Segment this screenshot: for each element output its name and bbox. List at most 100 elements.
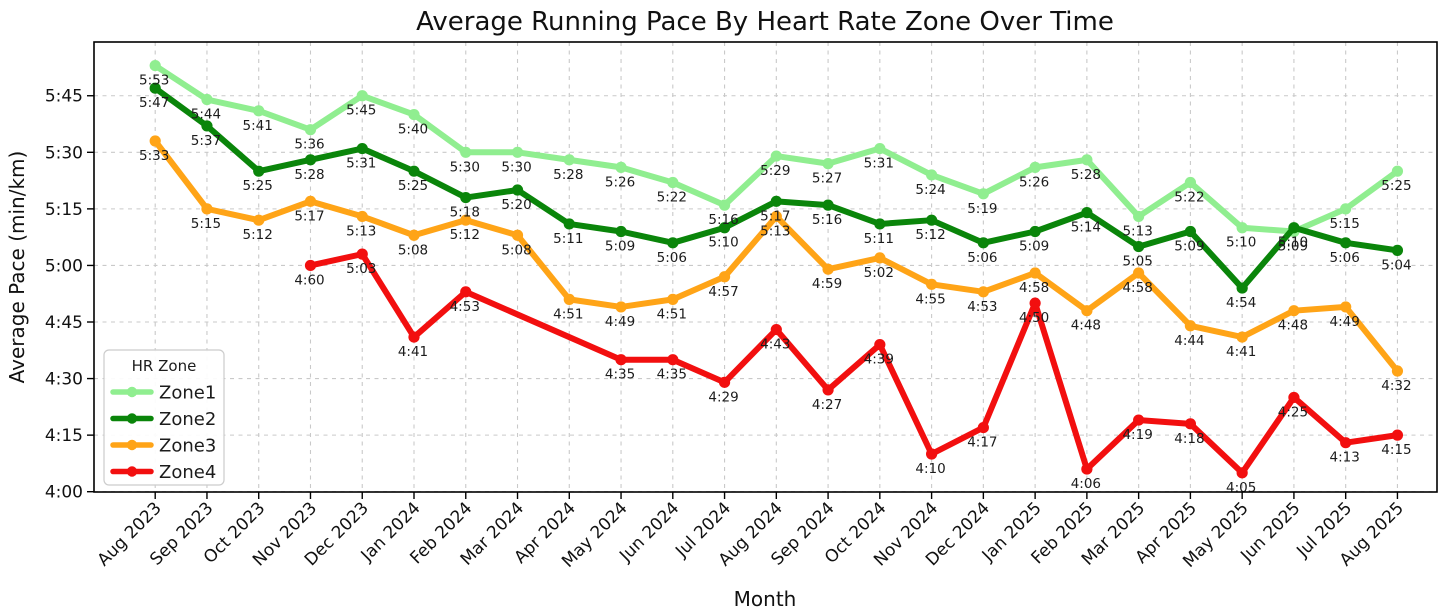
data-point-marker-zone1 <box>253 105 265 117</box>
data-point-label: 5:03 <box>346 261 376 277</box>
data-point-label: 5:27 <box>812 171 842 187</box>
data-point-label: 5:08 <box>398 242 428 258</box>
data-point-marker-zone1 <box>1391 165 1404 177</box>
data-point-label: 4:54 <box>1226 295 1256 311</box>
y-tick-label: 4:45 <box>45 313 83 333</box>
data-point-marker-zone2 <box>1029 225 1041 238</box>
series-line-zone4 <box>307 251 1401 476</box>
data-point-marker-zone1 <box>460 146 472 158</box>
data-point-marker-zone2 <box>770 195 782 207</box>
data-point-marker-zone2 <box>356 142 368 155</box>
data-point-label: 5:06 <box>967 250 997 266</box>
x-axis-label: Month <box>734 587 797 611</box>
data-point-label: 5:30 <box>450 159 480 175</box>
data-point-marker-zone1 <box>615 161 627 173</box>
data-point-label: 4:10 <box>915 461 945 477</box>
data-point-marker-zone3 <box>408 229 420 241</box>
y-tick-label: 4:30 <box>45 370 83 390</box>
data-point-marker-zone3 <box>1236 331 1248 343</box>
data-point-marker-zone1 <box>926 169 938 181</box>
data-point-label: 5:16 <box>812 212 842 228</box>
data-point-marker-zone1 <box>201 93 213 106</box>
y-tick-label: 4:00 <box>45 483 83 503</box>
data-point-marker-zone1 <box>511 146 524 158</box>
data-point-label: 4:13 <box>1330 450 1360 466</box>
data-point-label: 5:15 <box>1330 216 1360 232</box>
data-point-label: 5:06 <box>1330 250 1360 266</box>
data-point-label: 4:50 <box>1019 310 1049 326</box>
data-point-marker-zone1 <box>1236 222 1248 234</box>
legend-item-label: Zone2 <box>159 409 216 430</box>
data-point-marker-zone2 <box>977 237 989 249</box>
data-point-marker-zone4 <box>1184 418 1196 430</box>
legend-item-marker <box>126 439 138 451</box>
data-point-marker-zone1 <box>1340 203 1352 215</box>
data-point-label: 5:44 <box>191 107 221 123</box>
data-point-label: 4:48 <box>1071 318 1101 334</box>
data-point-marker-zone4 <box>1340 437 1352 449</box>
data-point-marker-zone3 <box>1133 267 1145 279</box>
data-point-marker-zone2 <box>149 82 161 94</box>
point-label-layer: 5:53 5:44 5:41 5:36 5:45 5:40 5:30 5:30 5:28 5:26… <box>139 73 1412 496</box>
data-point-label: 5:18 <box>450 205 480 221</box>
data-point-marker-zone1 <box>1133 210 1145 223</box>
y-tick-label: 5:15 <box>45 200 83 220</box>
data-point-label: 4:57 <box>708 284 738 300</box>
data-point-marker-zone3 <box>926 278 938 290</box>
data-point-label: 5:09 <box>1278 239 1308 255</box>
data-point-label: 5:10 <box>1278 235 1308 251</box>
data-point-marker-zone4 <box>874 339 886 351</box>
data-point-label: 5:10 <box>708 235 738 251</box>
data-point-label: 4:27 <box>812 397 842 413</box>
data-point-label: 4:15 <box>1381 442 1411 458</box>
data-point-marker-zone3 <box>770 210 782 223</box>
data-point-label: 4:44 <box>1174 333 1204 349</box>
data-point-marker-zone1 <box>770 150 782 162</box>
data-point-marker-zone2 <box>874 218 886 230</box>
y-tick-label: 5:45 <box>45 87 83 107</box>
data-point-marker-zone2 <box>460 191 472 204</box>
data-point-label: 4:05 <box>1226 480 1256 496</box>
data-point-marker-zone4 <box>667 354 679 366</box>
data-point-label: 5:17 <box>760 208 790 224</box>
data-point-label: 5:13 <box>1122 223 1152 239</box>
data-point-label: 4:35 <box>605 367 635 383</box>
data-point-label: 5:19 <box>967 201 997 217</box>
data-point-marker-zone2 <box>1081 207 1093 219</box>
data-point-label: 4:17 <box>967 435 997 451</box>
data-point-marker-zone2 <box>253 165 265 177</box>
data-point-label: 5:10 <box>1226 235 1256 251</box>
data-point-marker-zone1 <box>822 158 834 170</box>
data-point-label: 5:28 <box>553 167 583 183</box>
data-point-label: 4:49 <box>1330 314 1360 330</box>
data-point-label: 5:13 <box>346 223 376 239</box>
data-point-marker-zone1 <box>718 199 731 211</box>
data-point-marker-zone2 <box>563 218 575 230</box>
data-point-label: 5:31 <box>864 156 894 172</box>
data-point-marker-zone1 <box>1184 176 1196 189</box>
legend-box <box>103 349 225 486</box>
data-point-marker-zone4 <box>1081 463 1093 475</box>
data-point-marker-zone3 <box>201 203 213 215</box>
data-point-label: 5:26 <box>1019 174 1049 190</box>
data-point-marker-zone3 <box>1029 267 1041 279</box>
data-point-marker-zone2 <box>615 225 627 238</box>
data-point-label: 5:28 <box>1071 167 1101 183</box>
data-point-marker-zone3 <box>460 214 472 226</box>
data-point-label: 5:24 <box>915 182 945 198</box>
data-point-marker-zone3 <box>1081 305 1093 317</box>
legend-item-marker <box>126 466 138 477</box>
data-point-label: 5:30 <box>501 159 531 175</box>
data-point-marker-zone3 <box>1184 320 1196 332</box>
data-point-label: 4:51 <box>657 306 687 322</box>
data-point-label: 5:06 <box>657 250 687 266</box>
data-point-marker-zone3 <box>667 293 679 305</box>
data-point-marker-zone1 <box>1029 161 1041 173</box>
data-point-label: 5:09 <box>1019 239 1049 255</box>
data-point-marker-zone2 <box>822 199 834 211</box>
data-point-label: 5:22 <box>657 189 687 205</box>
data-point-label: 5:15 <box>191 216 221 232</box>
data-point-marker-zone1 <box>977 188 989 200</box>
chart-title: Average Running Pace By Heart Rate Zone … <box>416 7 1114 37</box>
legend-title: HR Zone <box>132 357 197 375</box>
